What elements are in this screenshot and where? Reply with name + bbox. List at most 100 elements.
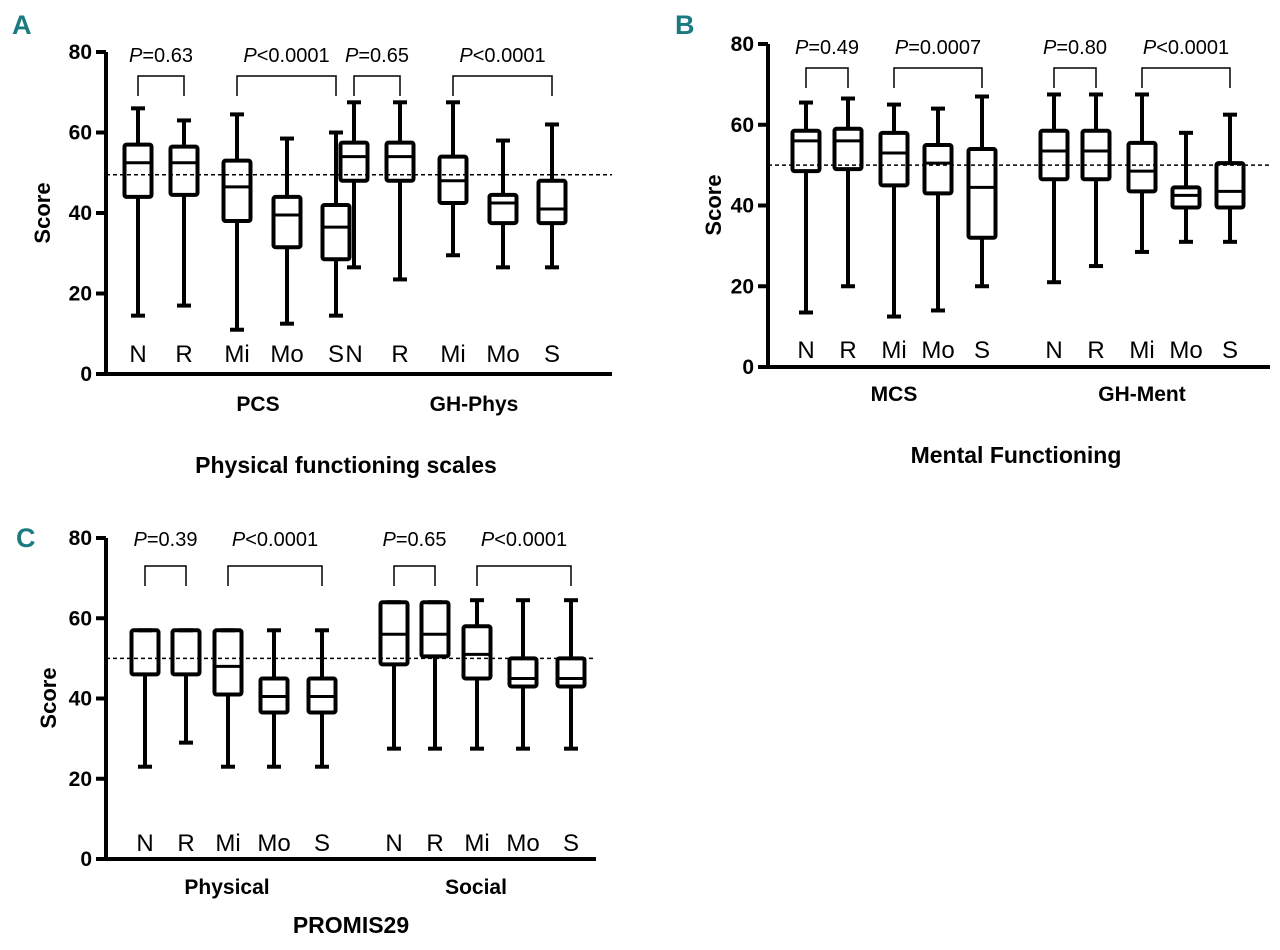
category-label: Mi <box>215 830 240 857</box>
p-value-bracket <box>452 75 553 96</box>
group-title: Physical <box>184 876 269 899</box>
group-title: MCS <box>871 383 918 406</box>
y-axis-label: Score <box>30 182 55 243</box>
p-value-label: P=0.63 <box>129 45 193 67</box>
category-label: S <box>328 341 344 368</box>
category-label: Mi <box>464 830 489 857</box>
p-value-label: P=0.39 <box>134 529 198 551</box>
category-label: R <box>175 341 192 368</box>
category-label: S <box>563 830 579 857</box>
y-tick-label: 40 <box>731 195 754 218</box>
box-iqr <box>461 624 493 681</box>
category-label: R <box>177 830 194 857</box>
p-value-label: P<0.0001 <box>459 45 545 67</box>
category-label: Mo <box>486 341 519 368</box>
y-tick-label: 20 <box>731 275 754 298</box>
p-value-label: P<0.0001 <box>243 45 329 67</box>
box-iqr <box>487 192 519 226</box>
box-iqr <box>507 656 539 689</box>
y-tick-label: 80 <box>731 33 754 56</box>
box-iqr <box>129 628 161 677</box>
category-label: N <box>129 341 146 368</box>
category-label: Mi <box>881 337 906 364</box>
category-label: S <box>544 341 560 368</box>
box-iqr <box>338 140 370 183</box>
p-value-label: P=0.49 <box>795 37 859 59</box>
p-value-label: P=0.65 <box>345 45 409 67</box>
y-tick-label: 80 <box>69 527 92 550</box>
category-label: Mi <box>224 341 249 368</box>
p-value-label: P<0.0001 <box>1143 37 1229 59</box>
box-iqr <box>168 144 200 197</box>
x-axis-label: PROMIS29 <box>293 912 409 938</box>
panel-letter-a: A <box>12 10 32 40</box>
category-label: N <box>797 337 814 364</box>
box-iqr <box>384 140 416 183</box>
box-iqr <box>1170 185 1202 210</box>
box-iqr <box>122 142 154 199</box>
category-label: Mo <box>921 337 954 364</box>
category-label: R <box>426 830 443 857</box>
y-tick-label: 60 <box>69 607 92 630</box>
box-iqr <box>790 128 822 174</box>
p-value-bracket <box>353 75 401 96</box>
y-axis-label: Score <box>36 667 61 728</box>
y-tick-label: 20 <box>69 283 92 306</box>
box-iqr <box>1126 140 1158 194</box>
p-value-label: P=0.0007 <box>895 37 981 59</box>
category-label: Mi <box>1129 337 1154 364</box>
category-label: Mo <box>270 341 303 368</box>
p-value-bracket <box>476 565 572 586</box>
p-value-bracket <box>805 67 849 88</box>
box-iqr <box>271 194 303 250</box>
category-label: Mo <box>1169 337 1202 364</box>
p-value-label: P=0.65 <box>383 529 447 551</box>
box-iqr <box>1214 161 1246 210</box>
category-label: Mo <box>506 830 539 857</box>
p-value-bracket <box>1053 67 1097 88</box>
x-axis-label: Physical functioning scales <box>195 452 497 478</box>
p-value-bracket <box>227 565 323 586</box>
category-label: N <box>345 341 362 368</box>
box-iqr <box>1038 128 1070 182</box>
group-title: Social <box>445 876 507 899</box>
x-axis-label: Mental Functioning <box>911 442 1122 468</box>
box-iqr <box>1080 128 1112 182</box>
p-value-label: P<0.0001 <box>232 529 318 551</box>
box-iqr <box>832 126 864 172</box>
box-iqr <box>878 130 910 188</box>
y-tick-label: 60 <box>69 122 92 145</box>
category-label: S <box>974 337 990 364</box>
p-value-bracket <box>236 75 337 96</box>
panel-letter-c: C <box>16 523 36 553</box>
y-tick-label: 40 <box>69 202 92 225</box>
p-value-label: P=0.80 <box>1043 37 1107 59</box>
category-label: N <box>385 830 402 857</box>
category-label: R <box>1087 337 1104 364</box>
p-value-label: P<0.0001 <box>481 529 567 551</box>
y-tick-label: 0 <box>742 356 754 379</box>
box-iqr <box>419 600 451 659</box>
y-tick-label: 40 <box>69 688 92 711</box>
category-label: N <box>136 830 153 857</box>
box-iqr <box>212 628 244 697</box>
p-value-bracket <box>893 67 983 88</box>
box-iqr <box>536 178 568 226</box>
category-label: R <box>839 337 856 364</box>
y-tick-label: 20 <box>69 768 92 791</box>
p-value-bracket <box>137 75 185 96</box>
category-label: N <box>1045 337 1062 364</box>
y-tick-label: 0 <box>80 848 92 871</box>
box-iqr <box>320 202 352 262</box>
box-iqr <box>221 158 253 224</box>
p-value-bracket <box>1141 67 1231 88</box>
group-title: GH-Ment <box>1098 383 1186 406</box>
y-tick-label: 60 <box>731 114 754 137</box>
box-iqr <box>555 656 587 689</box>
y-axis-label: Score <box>701 174 726 235</box>
group-title: PCS <box>236 393 279 416</box>
group-title: GH-Phys <box>430 393 519 416</box>
p-value-bracket <box>393 565 436 586</box>
